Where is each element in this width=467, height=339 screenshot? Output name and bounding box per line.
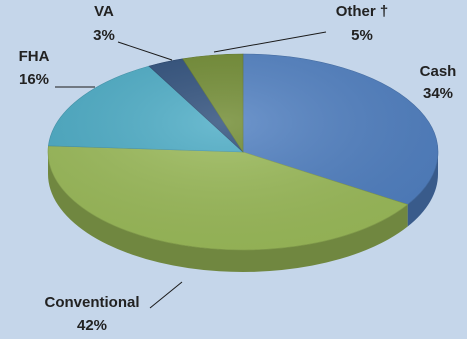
slice-label-cash: Cash: [420, 63, 457, 80]
slice-value-cash: 34%: [423, 85, 453, 102]
slice-value-va: 3%: [93, 27, 115, 44]
slice-value-fha: 16%: [19, 71, 49, 88]
slice-label-va: VA: [94, 3, 114, 20]
leader-line-va: [117, 41, 173, 61]
leader-line-conventional: [149, 281, 183, 309]
slice-label-fha: FHA: [19, 48, 50, 65]
slice-value-other: 5%: [351, 27, 373, 44]
leader-line-other: [213, 31, 327, 53]
slice-label-conventional: Conventional: [44, 294, 139, 311]
slice-label-other: Other †: [336, 3, 389, 20]
slice-value-conventional: 42%: [77, 317, 107, 334]
